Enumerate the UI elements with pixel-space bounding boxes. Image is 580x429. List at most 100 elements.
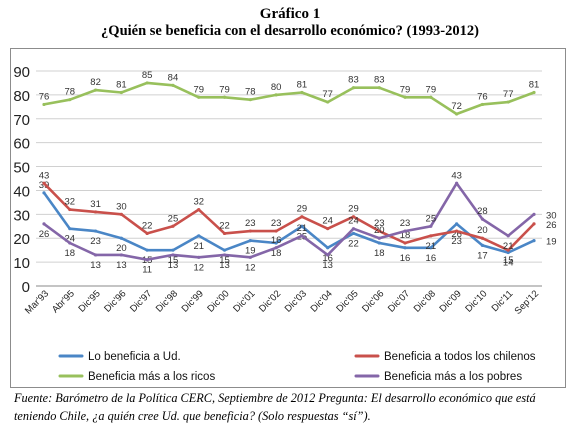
data-point bbox=[532, 222, 536, 226]
data-label: 77 bbox=[322, 89, 333, 100]
data-label: 16 bbox=[322, 253, 333, 264]
data-label: 30 bbox=[546, 210, 557, 221]
data-label: 78 bbox=[245, 87, 256, 98]
data-label: 18 bbox=[271, 248, 282, 259]
data-point bbox=[248, 255, 252, 259]
data-label: 23 bbox=[271, 218, 282, 229]
data-label: 21 bbox=[193, 241, 204, 252]
data-point bbox=[377, 229, 381, 233]
data-label: 16 bbox=[400, 253, 411, 264]
data-label: 80 bbox=[271, 82, 282, 93]
data-label: 23 bbox=[245, 218, 256, 229]
data-point bbox=[326, 253, 330, 257]
series-line bbox=[42, 81, 536, 116]
x-tick-label: Sep'12 bbox=[513, 288, 541, 316]
data-point bbox=[119, 90, 123, 95]
data-label: 81 bbox=[529, 80, 540, 91]
data-point bbox=[351, 215, 356, 219]
data-label: 78 bbox=[65, 87, 76, 98]
data-point bbox=[429, 224, 433, 228]
data-label: 22 bbox=[219, 220, 230, 231]
y-tick-label: 10 bbox=[13, 255, 30, 272]
data-point bbox=[377, 241, 381, 245]
x-tick-label: Abr'95 bbox=[50, 288, 77, 315]
series-line bbox=[42, 182, 536, 262]
data-point bbox=[351, 86, 356, 90]
data-label: 15 bbox=[168, 255, 179, 266]
data-label: 31 bbox=[90, 199, 101, 210]
data-label: 11 bbox=[142, 265, 152, 276]
x-tick-label: Dic'05 bbox=[334, 288, 360, 314]
data-point bbox=[506, 100, 510, 104]
data-label: 76 bbox=[477, 91, 488, 102]
x-tick-label: Dic'04 bbox=[309, 288, 335, 314]
data-point bbox=[300, 215, 304, 219]
data-point bbox=[145, 248, 149, 252]
y-tick-label: 30 bbox=[13, 207, 30, 224]
data-point bbox=[93, 88, 98, 92]
data-point bbox=[455, 229, 459, 233]
data-label: 23 bbox=[90, 236, 101, 247]
data-label: 12 bbox=[245, 262, 256, 273]
data-label: 79 bbox=[219, 84, 230, 95]
x-tick-label: Dic'07 bbox=[386, 288, 412, 314]
data-label: 13 bbox=[116, 260, 127, 271]
data-label: 26 bbox=[39, 229, 50, 240]
data-label: 85 bbox=[142, 70, 153, 81]
data-point bbox=[377, 86, 381, 90]
x-tick-label: Dic'99 bbox=[180, 288, 206, 314]
data-label: 20 bbox=[477, 225, 488, 236]
data-label: 23 bbox=[374, 218, 385, 229]
data-point bbox=[171, 248, 175, 252]
data-point bbox=[532, 239, 536, 243]
data-point bbox=[145, 258, 149, 262]
data-label: 18 bbox=[65, 248, 76, 259]
data-point bbox=[197, 234, 201, 238]
data-point bbox=[300, 90, 304, 95]
data-point bbox=[42, 222, 46, 226]
data-label: 18 bbox=[400, 230, 411, 241]
series-line bbox=[42, 182, 536, 252]
x-tick-label: Dic'06 bbox=[360, 288, 386, 314]
data-point bbox=[480, 102, 485, 107]
data-label: 22 bbox=[348, 238, 359, 249]
data-label: 83 bbox=[348, 75, 359, 86]
data-point bbox=[274, 229, 278, 233]
x-tick-label: Dic'02 bbox=[257, 288, 283, 314]
data-point bbox=[403, 95, 407, 99]
x-tick-label: Dic'10 bbox=[463, 288, 489, 314]
data-point bbox=[197, 95, 201, 99]
legend-label: Lo beneficia a Ud. bbox=[88, 351, 181, 363]
data-label: 43 bbox=[39, 170, 50, 181]
data-point bbox=[42, 102, 46, 107]
data-label: 82 bbox=[90, 77, 101, 88]
data-label: 20 bbox=[374, 225, 385, 236]
data-point bbox=[351, 227, 356, 231]
data-label: 23 bbox=[400, 218, 411, 229]
data-label: 13 bbox=[219, 260, 230, 271]
data-point bbox=[429, 234, 433, 238]
chart-title: ¿Quién se beneficia con el desarrollo ec… bbox=[101, 23, 479, 39]
data-label: 19 bbox=[546, 237, 557, 248]
data-point bbox=[300, 224, 304, 228]
data-point bbox=[351, 231, 356, 236]
data-point bbox=[171, 224, 175, 228]
data-point bbox=[171, 83, 175, 87]
data-label: 81 bbox=[116, 80, 127, 91]
data-label: 79 bbox=[426, 84, 437, 95]
y-tick-label: 90 bbox=[13, 64, 30, 81]
data-label: 39 bbox=[39, 180, 50, 191]
data-point bbox=[506, 234, 510, 238]
data-label: 15 bbox=[219, 255, 230, 266]
x-tick-label: Dic'08 bbox=[412, 288, 438, 314]
data-point bbox=[403, 229, 407, 233]
data-label: 18 bbox=[374, 248, 385, 259]
data-point bbox=[93, 210, 98, 214]
x-tick-label: Dic'11 bbox=[490, 288, 516, 314]
data-label: 13 bbox=[168, 260, 179, 271]
y-tick-label: 80 bbox=[13, 88, 30, 105]
data-point bbox=[68, 207, 72, 212]
data-point bbox=[93, 253, 98, 257]
data-point bbox=[480, 236, 485, 240]
